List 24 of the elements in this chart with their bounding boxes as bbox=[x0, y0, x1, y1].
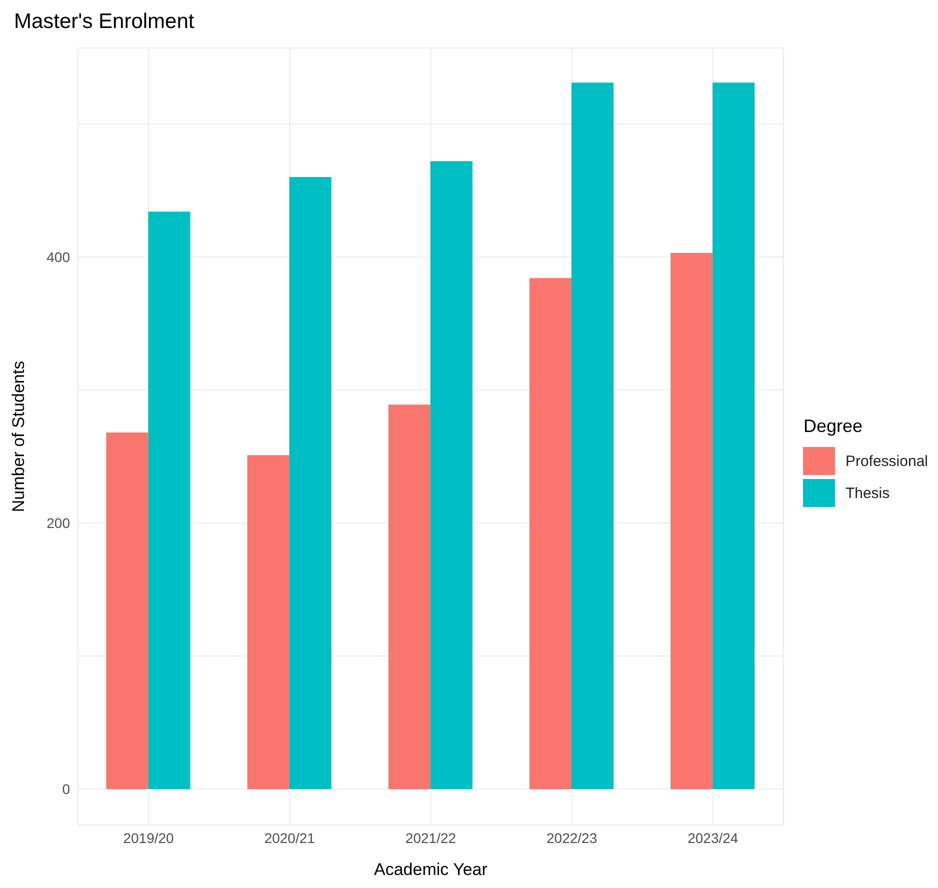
x-axis-title: Academic Year bbox=[374, 860, 488, 879]
y-tick-label: 200 bbox=[46, 514, 70, 531]
x-tick-label: 2022/23 bbox=[546, 830, 598, 846]
legend-label: Thesis bbox=[845, 484, 890, 502]
bar bbox=[529, 278, 572, 790]
bar bbox=[571, 82, 614, 790]
bar bbox=[712, 82, 755, 790]
y-tick-label: 400 bbox=[46, 248, 70, 265]
x-tick-label: 2019/20 bbox=[123, 830, 174, 846]
bar bbox=[388, 404, 430, 790]
y-tick-label: 0 bbox=[62, 781, 70, 798]
legend-title: Degree bbox=[803, 416, 864, 437]
bar bbox=[670, 252, 713, 790]
bar bbox=[247, 455, 290, 790]
bar bbox=[430, 161, 472, 790]
x-tick-label: 2020/21 bbox=[264, 830, 316, 846]
y-axis-title: Number of Students bbox=[9, 360, 28, 512]
legend-label: Professional bbox=[845, 452, 928, 470]
x-tick-label: 2021/22 bbox=[405, 830, 456, 846]
chart-title: Master's Enrolment bbox=[13, 9, 196, 35]
bar bbox=[106, 432, 148, 790]
x-tick-label: 2023/24 bbox=[688, 830, 738, 846]
bar bbox=[148, 212, 190, 790]
bar bbox=[289, 177, 332, 790]
